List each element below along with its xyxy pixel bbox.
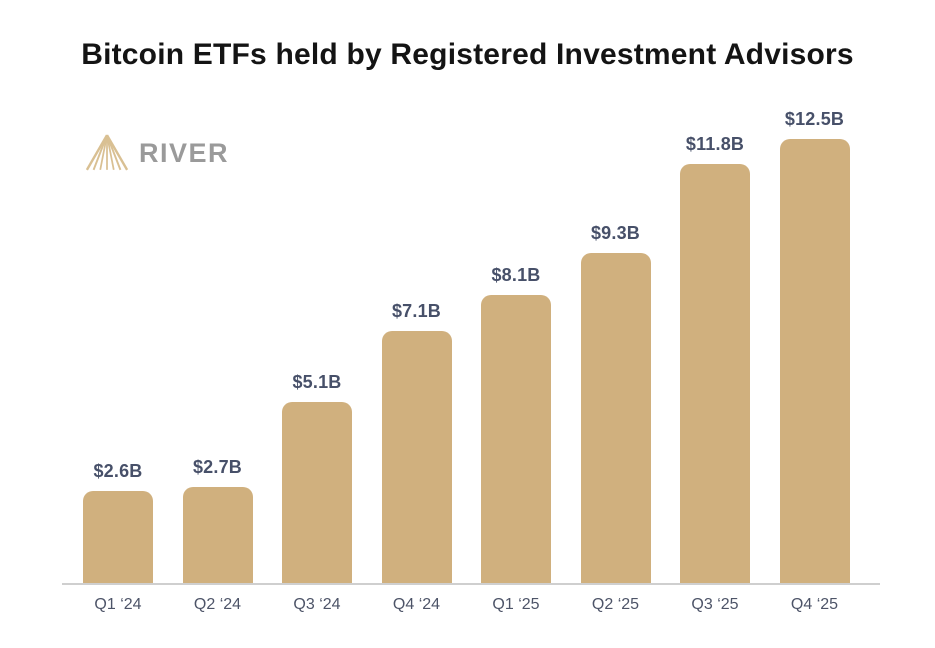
chart-title: Bitcoin ETFs held by Registered Investme… <box>81 38 854 71</box>
bar-value-label: $12.5B <box>784 109 845 129</box>
bars-row: $2.6B $2.7B $5.1B $7.1B $8.1B $9.3B $11.… <box>62 90 880 583</box>
river-logo: RIVER <box>86 133 229 172</box>
x-labels-row: Q1 ‘24 Q2 ‘24 Q3 ‘24 Q4 ‘24 Q1 ‘25 Q2 ‘25 Q3 ‘… <box>62 596 880 614</box>
mountain-rays-icon <box>86 134 128 171</box>
bar-group: $11.8B <box>680 134 750 583</box>
bar-value-label: $2.7B <box>192 457 243 477</box>
bar-value-label: $7.1B <box>391 301 442 321</box>
bar-group: $2.7B <box>182 457 253 583</box>
bar-value-label: $5.1B <box>292 372 342 392</box>
river-logo-text: RIVER <box>139 138 230 168</box>
bar-value-label: $9.3B <box>590 223 641 243</box>
bar <box>381 331 452 583</box>
x-axis-tick-label: Q2 ‘25 <box>591 596 640 613</box>
x-axis-line <box>62 583 880 585</box>
bar <box>83 491 153 583</box>
bar-value-label: $11.8B <box>685 134 745 154</box>
x-axis-tick-label: Q1 ‘24 <box>94 596 142 613</box>
bar-group: $7.1B <box>381 301 452 583</box>
bar-group: $5.1B <box>282 372 352 583</box>
bar-group: $12.5B <box>779 109 850 583</box>
bar <box>580 253 651 583</box>
x-axis-tick-label: Q1 ‘25 <box>492 596 540 613</box>
bar <box>680 164 750 583</box>
bar-group: $8.1B <box>481 265 551 583</box>
bar <box>481 295 551 583</box>
x-axis-tick-label: Q4 ‘24 <box>392 596 441 613</box>
bar-value-label: $8.1B <box>491 265 541 285</box>
x-axis-tick-label: Q3 ‘24 <box>293 596 341 613</box>
bar <box>182 487 253 583</box>
bar-group: $2.6B <box>83 461 153 583</box>
x-axis-tick-label: Q4 ‘25 <box>790 596 839 613</box>
bar-value-label: $2.6B <box>93 461 143 481</box>
x-axis-tick-label: Q3 ‘25 <box>691 596 739 613</box>
bar-group: $9.3B <box>580 223 651 583</box>
x-axis-tick-label: Q2 ‘24 <box>193 596 242 613</box>
bar-chart: $2.6B $2.7B $5.1B $7.1B $8.1B $9.3B $11.… <box>62 90 880 614</box>
bar <box>779 139 850 583</box>
bar <box>282 402 352 583</box>
